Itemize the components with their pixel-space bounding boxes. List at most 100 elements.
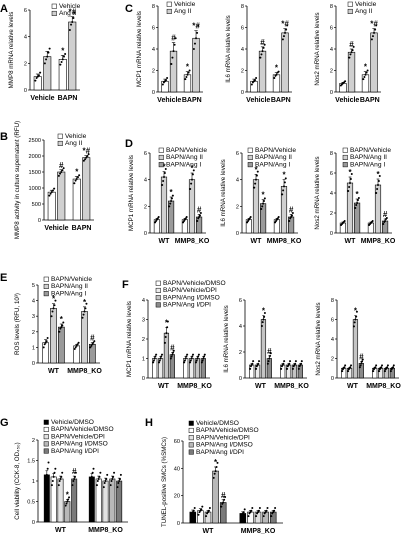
data-point <box>59 63 62 66</box>
data-point <box>170 355 173 358</box>
data-point <box>68 29 71 31</box>
data-point <box>284 31 287 34</box>
significance-mark: * <box>60 315 64 324</box>
y-tick-label: 3 <box>32 314 35 320</box>
data-point <box>163 176 165 178</box>
data-point <box>59 172 62 175</box>
legend-swatch <box>43 434 49 440</box>
data-point <box>44 477 47 480</box>
significance-mark: * <box>262 307 266 316</box>
significance-mark: * <box>170 188 174 197</box>
data-point <box>110 480 113 482</box>
data-point <box>370 38 373 41</box>
panel-label: E <box>0 272 7 284</box>
data-point <box>371 35 374 38</box>
legend-swatch <box>43 291 49 297</box>
y-tick-label: 8 <box>241 4 244 10</box>
data-point <box>197 513 200 516</box>
data-point <box>371 220 374 222</box>
data-point <box>355 315 358 318</box>
data-point <box>169 202 172 205</box>
data-point <box>212 476 215 479</box>
legend-entry: BAPN/Ang I/DPI <box>163 302 211 309</box>
data-point <box>286 24 289 27</box>
data-point <box>243 508 246 511</box>
y-tick-label: 2 <box>236 204 239 210</box>
data-point <box>116 486 119 489</box>
data-point <box>172 349 175 352</box>
bar <box>169 50 178 93</box>
legend: BAPN/Vehicle/DMSOBAPN/Vehicle/DPIBAPN/An… <box>155 280 226 309</box>
legend-swatch <box>247 147 253 153</box>
data-point <box>344 364 347 367</box>
data-point <box>284 177 287 180</box>
y-tick-label: 4 <box>330 191 333 197</box>
data-point <box>215 465 218 468</box>
data-point <box>273 77 276 80</box>
data-point <box>51 480 54 482</box>
data-point <box>260 208 263 210</box>
y-axis-label: MCP1 mRNA relative levels <box>128 155 135 231</box>
data-point <box>159 357 162 360</box>
legend-swatch <box>247 154 253 160</box>
bar <box>81 311 88 364</box>
data-point <box>77 341 80 344</box>
data-point <box>45 473 48 476</box>
chart-g: G 0 0.5 1 1.5 2 Cell viability (CCK-8, OD₄₅₀) *… <box>0 417 128 534</box>
y-tick-label: 0 <box>38 218 41 224</box>
x-category-label: MMP8_KO <box>366 383 401 390</box>
legend-swatch <box>158 162 164 168</box>
data-point <box>60 475 63 478</box>
data-point <box>266 362 269 365</box>
data-point <box>191 355 194 358</box>
legend-swatch <box>166 8 172 14</box>
data-point <box>213 472 216 475</box>
data-point <box>47 461 50 464</box>
data-point <box>196 357 199 360</box>
legend-entry: BAPN/Vehicle/DPI <box>196 434 250 441</box>
y-tick-label: 4 <box>239 324 242 330</box>
data-point <box>289 360 292 363</box>
data-point <box>249 367 252 370</box>
legend-swatch <box>342 162 348 168</box>
data-point <box>61 324 64 327</box>
legend-swatch <box>158 147 164 153</box>
bar <box>161 80 169 93</box>
data-point <box>273 509 276 512</box>
data-point <box>257 509 260 512</box>
chart-d2: 0 2 4 6 IL6 mRNA relative levels * * WT * # MMP8_K… <box>220 147 302 245</box>
x-category-label: WT <box>347 383 359 390</box>
data-point <box>102 486 105 489</box>
data-point <box>96 480 99 482</box>
y-axis-label: MMP8 activity in culture supernatant (RF… <box>14 121 21 239</box>
data-point <box>385 217 388 219</box>
data-point <box>59 327 62 330</box>
data-point <box>384 220 387 222</box>
data-point <box>285 28 288 31</box>
data-point <box>354 318 357 321</box>
data-point <box>95 484 98 487</box>
significance-mark: # <box>90 334 95 343</box>
data-point <box>270 515 273 518</box>
data-point <box>152 359 155 362</box>
data-point <box>75 344 78 347</box>
bar <box>382 220 389 234</box>
data-point <box>44 341 47 344</box>
data-point <box>189 188 192 190</box>
legend-entry: BAPN/Ang I/DMSO <box>196 442 253 449</box>
x-category-label: MMP8_KO <box>88 527 123 534</box>
data-point <box>82 159 85 162</box>
x-category-label: Vehicle <box>335 97 359 104</box>
data-point <box>260 53 263 56</box>
data-point <box>283 185 285 188</box>
x-category-label: BAPN <box>72 225 92 232</box>
chart-c3: 0 2 4 6 8 Nos2 mRNA relative levels # Vehicle * *… <box>314 1 381 104</box>
data-point <box>164 168 167 170</box>
chart-d1: D 0 2 4 6 MCP1 mRNA relative levels * * WT * # MMP8… <box>125 138 210 245</box>
data-point <box>48 194 51 197</box>
data-point <box>36 75 39 78</box>
data-point <box>341 370 344 373</box>
